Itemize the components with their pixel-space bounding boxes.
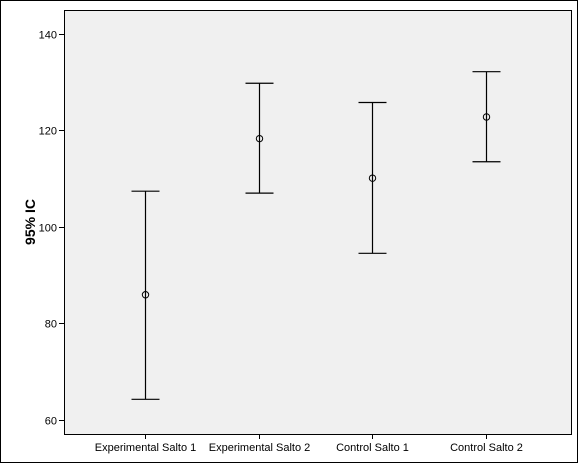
x-category-label: Experimental Salto 1 xyxy=(95,442,197,454)
error-bar xyxy=(131,190,160,400)
error-bar xyxy=(358,101,387,254)
y-axis-label: 95% IC xyxy=(22,199,38,245)
y-axis: 60 80 100 120 140 xyxy=(39,30,64,428)
y-tick-label: 60 xyxy=(45,416,57,428)
y-tick-label: 100 xyxy=(39,223,57,235)
y-tick-label: 120 xyxy=(39,126,57,138)
mean-point xyxy=(368,174,377,182)
mean-point xyxy=(141,291,150,299)
error-bar xyxy=(472,71,501,163)
x-category-label: Experimental Salto 2 xyxy=(209,442,311,454)
mean-point xyxy=(482,113,491,121)
x-axis: Experimental Salto 1 Experimental Salto 2… xyxy=(95,434,523,454)
error-bars xyxy=(131,71,501,400)
y-tick-label: 80 xyxy=(45,319,57,331)
y-tick-label: 140 xyxy=(39,30,57,42)
x-category-label: Control Salto 1 xyxy=(336,442,409,454)
x-category-label: Control Salto 2 xyxy=(450,442,523,454)
mean-point xyxy=(255,134,264,143)
plot-area xyxy=(64,10,572,435)
error-bar xyxy=(245,82,274,194)
